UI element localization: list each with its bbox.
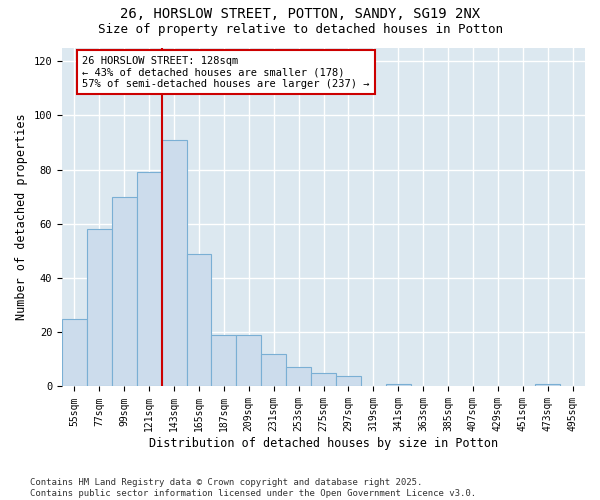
Bar bbox=[211, 335, 236, 386]
Bar bbox=[62, 318, 87, 386]
Bar bbox=[286, 368, 311, 386]
Bar bbox=[112, 196, 137, 386]
Bar bbox=[161, 140, 187, 386]
Text: Contains HM Land Registry data © Crown copyright and database right 2025.
Contai: Contains HM Land Registry data © Crown c… bbox=[30, 478, 476, 498]
Bar bbox=[311, 373, 336, 386]
Y-axis label: Number of detached properties: Number of detached properties bbox=[15, 114, 28, 320]
Bar bbox=[386, 384, 410, 386]
Bar bbox=[261, 354, 286, 386]
Bar bbox=[535, 384, 560, 386]
Bar bbox=[137, 172, 161, 386]
Text: 26, HORSLOW STREET, POTTON, SANDY, SG19 2NX: 26, HORSLOW STREET, POTTON, SANDY, SG19 … bbox=[120, 8, 480, 22]
X-axis label: Distribution of detached houses by size in Potton: Distribution of detached houses by size … bbox=[149, 437, 498, 450]
Bar bbox=[336, 376, 361, 386]
Bar bbox=[187, 254, 211, 386]
Text: Size of property relative to detached houses in Potton: Size of property relative to detached ho… bbox=[97, 22, 503, 36]
Bar bbox=[87, 229, 112, 386]
Text: 26 HORSLOW STREET: 128sqm
← 43% of detached houses are smaller (178)
57% of semi: 26 HORSLOW STREET: 128sqm ← 43% of detac… bbox=[82, 56, 370, 89]
Bar bbox=[236, 335, 261, 386]
